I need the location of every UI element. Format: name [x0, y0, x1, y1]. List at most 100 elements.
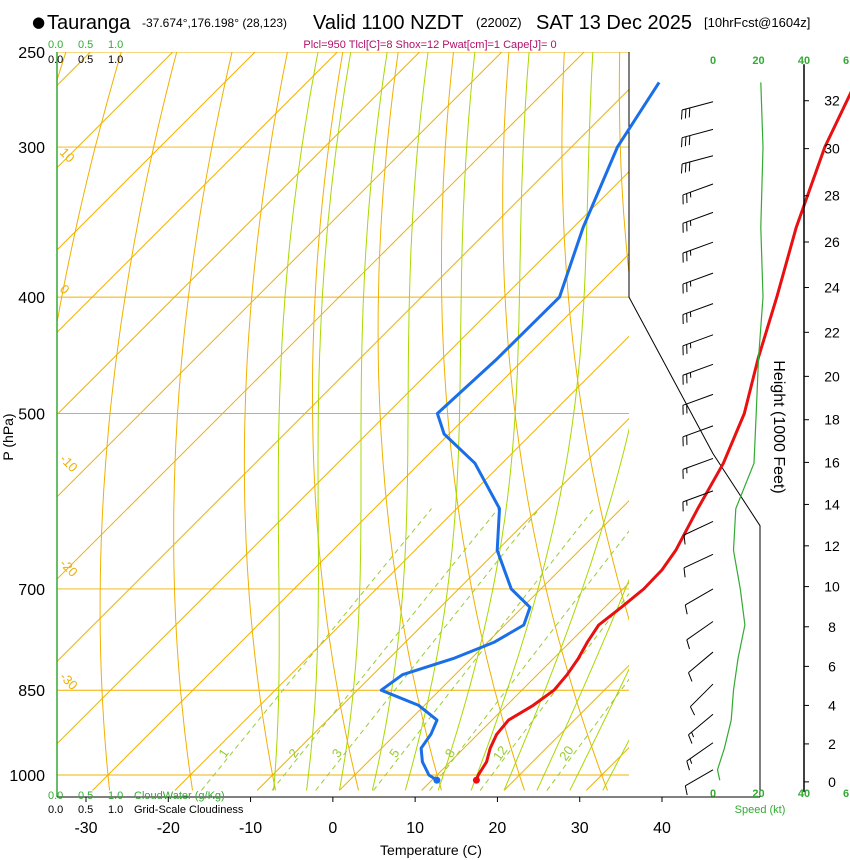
sounding-params: Plcl=950 Tlcl[C]=8 Shox=12 Pwat[cm]=1 Ca… — [303, 39, 556, 51]
cloudwater-tick-bottom-0: 0.0 — [48, 790, 63, 802]
valid-time: Valid 1100 NZDT — [313, 12, 463, 34]
height-tick-label: 10 — [824, 579, 840, 595]
wind-barb — [682, 211, 714, 233]
temperature-line — [474, 90, 850, 781]
speed-tick-label: 40 — [798, 55, 810, 67]
height-tick-label: 4 — [828, 697, 836, 713]
dry-adiabat — [99, 52, 178, 791]
dry-adiabat-label: -30 — [57, 669, 81, 693]
pressure-tick-label: 250 — [18, 45, 45, 62]
location-title: Tauranga — [47, 12, 131, 34]
pressure-tick-label: 300 — [18, 140, 45, 157]
speed-tick-label: 0 — [710, 788, 716, 800]
dry-adiabat — [839, 31, 850, 791]
wind-speed-line — [716, 82, 764, 781]
y-axis-title: P (hPa) — [0, 413, 16, 460]
wind-barb — [682, 393, 714, 415]
cloudiness-tick-top-1: 0.5 — [78, 54, 93, 66]
wind-barb — [681, 128, 714, 148]
plot-frame — [56, 52, 761, 798]
temp-tick-label: 20 — [489, 820, 507, 837]
temp-tick-label: 40 — [653, 820, 671, 837]
height-tick-label: 0 — [828, 774, 836, 790]
temp-tick-label: 10 — [406, 820, 424, 837]
wind-barb — [682, 490, 714, 512]
moist-adiabat — [437, 52, 530, 791]
speed-tick-label: 40 — [798, 788, 810, 800]
wind-barb — [681, 101, 714, 120]
dry-adiabat — [173, 52, 233, 791]
wind-panel: 0246810121416182022242628303200202040406… — [681, 55, 849, 800]
isotherm — [57, 52, 421, 416]
wind-barb — [682, 457, 714, 479]
height-tick-label: 12 — [824, 538, 840, 554]
height-tick-label: 32 — [824, 93, 840, 109]
dry-adiabat — [312, 52, 359, 791]
dry-adiabat — [441, 52, 525, 791]
height-tick-label: 30 — [824, 141, 840, 157]
isotherm — [57, 52, 256, 251]
wind-barb — [682, 241, 714, 263]
speed-tick-label: 20 — [752, 788, 764, 800]
wind-barb — [686, 742, 714, 771]
cloudwater-tick-top-0: 0.0 — [48, 39, 63, 51]
dry-adiabat-label: -10 — [57, 451, 81, 475]
dry-adiabat — [57, 52, 122, 326]
coordinates: -37.674°,176.198° (28,123) — [142, 16, 287, 30]
moist-adiabat — [338, 52, 388, 791]
mixing-ratio-label: 1 — [215, 746, 231, 761]
cloudiness-tick-bottom-1: 0.5 — [78, 804, 93, 816]
cloudwater-tick-bottom-1: 0.5 — [78, 790, 93, 802]
isotherm — [57, 52, 92, 87]
isotherm — [421, 582, 629, 791]
mixing-ratio-line — [479, 592, 629, 791]
height-tick-label: 16 — [824, 454, 840, 470]
pressure-tick-label: 500 — [18, 407, 45, 424]
speed-tick-label: 6 — [843, 55, 849, 67]
profiles — [379, 81, 850, 784]
cloudwater-label: CloudWater (g/Kg) — [134, 790, 225, 802]
dry-adiabat — [618, 52, 629, 278]
dry-adiabat-label: 0 — [57, 281, 73, 297]
isotherm — [503, 664, 629, 791]
moist-adiabat — [371, 52, 429, 791]
mixing-ratio-line — [373, 508, 595, 791]
moist-adiabat — [602, 739, 629, 791]
dry-adiabat — [784, 31, 850, 791]
isotherm — [174, 335, 629, 791]
speed-axis-label: Speed (kt) — [735, 804, 786, 816]
wind-barb — [682, 334, 714, 356]
mixing-ratio-line — [201, 508, 432, 791]
speed-tick-label: 0 — [710, 55, 716, 67]
height-tick-label: 28 — [824, 188, 840, 204]
wind-barb — [684, 588, 714, 615]
cloudiness-tick-top-2: 1.0 — [108, 54, 123, 66]
mixing-ratio-label: 8 — [442, 746, 458, 761]
isotherm — [57, 88, 629, 663]
isotherm — [256, 417, 629, 791]
wind-barb — [688, 651, 714, 682]
moist-adiabat — [636, 31, 850, 791]
wind-barb — [683, 521, 714, 545]
height-tick-label: 14 — [824, 496, 840, 512]
moist-adiabat — [536, 578, 629, 791]
dry-adiabat-label: 10 — [57, 145, 78, 166]
cloudiness-tick-bottom-2: 1.0 — [108, 804, 123, 816]
height-tick-label: 2 — [828, 736, 836, 752]
height-tick-label: 6 — [828, 658, 836, 674]
moist-adiabat — [273, 52, 319, 791]
cloudwater-tick-top-2: 1.0 — [108, 39, 123, 51]
speed-tick-label: 20 — [752, 55, 764, 67]
dewpoint-line — [379, 81, 661, 782]
isotherm — [92, 253, 629, 791]
thermo-grid — [57, 31, 850, 791]
isotherm — [669, 31, 850, 791]
utc-time: (2200Z) — [476, 15, 522, 30]
cloudiness-tick-bottom-0: 0.0 — [48, 804, 63, 816]
wind-barb — [682, 425, 714, 447]
temp-tick-label: -20 — [157, 820, 180, 837]
cloudwater-tick-bottom-2: 1.0 — [108, 790, 123, 802]
header: ● Tauranga -37.674°,176.198° (28,123) Va… — [32, 12, 810, 51]
